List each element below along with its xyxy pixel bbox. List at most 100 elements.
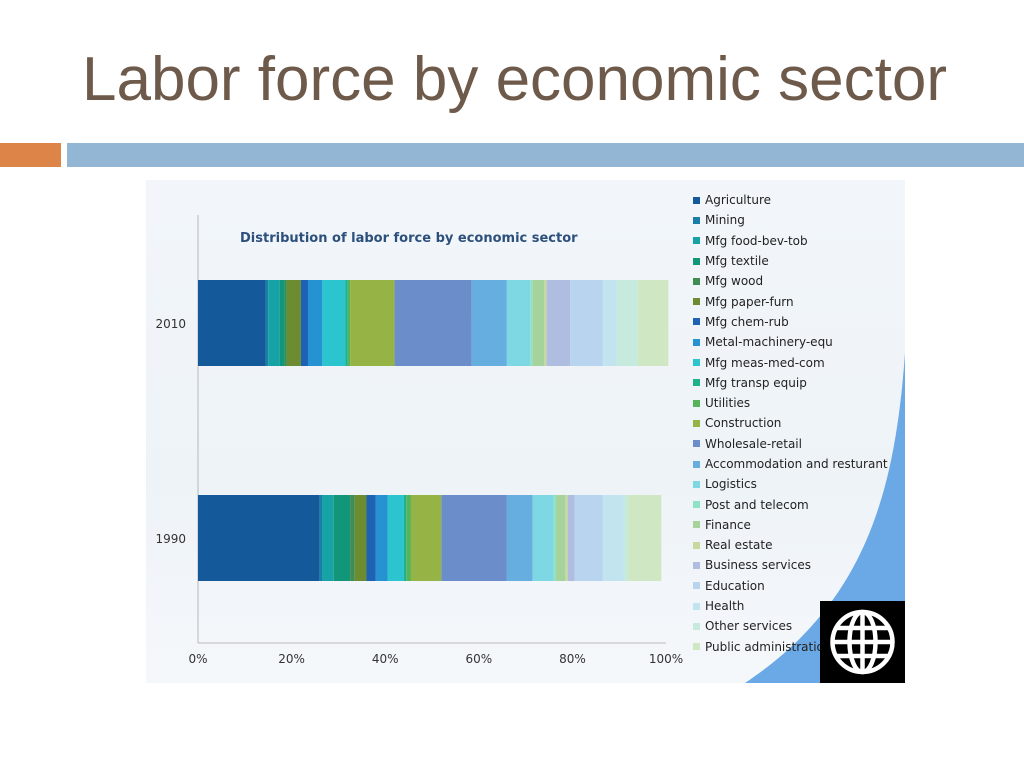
bar-segment: [387, 495, 404, 581]
bar-segment: [602, 280, 617, 366]
bar-segment: [265, 280, 269, 366]
bar-segment: [544, 280, 547, 366]
legend-label: Mfg textile: [705, 254, 769, 269]
bar-segment: [532, 280, 545, 366]
legend-label: Metal-machinery-equ: [705, 335, 833, 350]
bar-segment: [410, 495, 442, 581]
bar-segment: [284, 280, 287, 366]
x-tick-label: 80%: [559, 652, 586, 666]
bar-segment: [546, 280, 571, 366]
y-category-label: 1990: [155, 532, 186, 546]
legend-swatch: [693, 602, 700, 610]
globe-icon: [830, 609, 895, 675]
legend-label: Utilities: [705, 396, 751, 411]
accent-bar-blue: [67, 143, 1024, 167]
legend-swatch: [693, 277, 700, 285]
legend-item: Utilities: [693, 393, 888, 413]
legend-label: Other services: [705, 619, 793, 634]
bar-segment: [530, 280, 533, 366]
bar-segment: [403, 495, 407, 581]
legend-item: Post and telecom: [693, 494, 888, 514]
bar-segment: [279, 280, 285, 366]
legend-swatch: [693, 582, 700, 590]
accent-bar-orange: [0, 143, 61, 167]
bar-segment: [394, 280, 472, 366]
legend-label: Finance: [705, 517, 751, 532]
legend-swatch: [693, 257, 700, 265]
bar-segment: [354, 495, 367, 581]
legend-item: Mfg textile: [693, 251, 888, 271]
bar-segment: [319, 495, 323, 581]
bar-segment: [574, 495, 603, 581]
bar-segment: [347, 280, 351, 366]
bar-segment: [565, 495, 568, 581]
bar-segment: [333, 495, 351, 581]
bar-segment: [637, 280, 669, 366]
legend-item: Finance: [693, 515, 888, 535]
legend-label: Wholesale-retail: [705, 436, 802, 451]
bar-segment: [350, 495, 355, 581]
legend-swatch: [693, 338, 700, 346]
chart-figure: Distribution of labor force by economic …: [146, 180, 905, 683]
bar-segment: [532, 495, 554, 581]
bar-segment: [322, 280, 346, 366]
x-tick-label: 100%: [649, 652, 683, 666]
slide-title: Labor force by economic sector: [82, 45, 947, 114]
legend-swatch: [693, 419, 700, 427]
legend-label: Real estate: [705, 538, 773, 553]
legend-item: Mfg wood: [693, 271, 888, 291]
legend-item: Mfg meas-med-com: [693, 352, 888, 372]
legend-label: Mfg meas-med-com: [705, 355, 825, 370]
legend-swatch: [693, 643, 700, 651]
bar-segment: [628, 495, 662, 581]
bar-segment: [300, 280, 308, 366]
legend-swatch: [693, 460, 700, 468]
legend-swatch: [693, 561, 700, 569]
legend-label: Agriculture: [705, 193, 771, 208]
legend-swatch: [693, 379, 700, 387]
legend-swatch: [693, 216, 700, 224]
legend-item: Mfg paper-furn: [693, 291, 888, 311]
bar-segment: [506, 280, 531, 366]
legend-item: Education: [693, 576, 888, 596]
background-swoosh: [745, 353, 905, 683]
x-tick-label: 20%: [278, 652, 305, 666]
world-bank-logo: [820, 601, 905, 683]
chart-title: Distribution of labor force by economic …: [240, 231, 578, 246]
legend-item: Accommodation and resturant: [693, 454, 888, 474]
bar-segment: [345, 280, 348, 366]
legend-swatch: [693, 521, 700, 529]
legend-label: Mfg paper-furn: [705, 294, 794, 309]
chart-legend: Agriculture Mining Mfg food-bev-tob Mfg tex…: [693, 190, 888, 657]
legend-label: Accommodation and resturant: [705, 457, 888, 471]
legend-item: Metal-machinery-equ: [693, 332, 888, 352]
legend-swatch: [693, 622, 700, 630]
legend-item: Mining: [693, 210, 888, 230]
legend-item: Mfg chem-rub: [693, 312, 888, 332]
bar-segment: [602, 495, 624, 581]
legend-label: Post and telecom: [705, 497, 809, 512]
legend-swatch: [693, 541, 700, 549]
bar-segment: [322, 495, 334, 581]
bar-segment: [441, 495, 507, 581]
legend-swatch: [693, 359, 700, 367]
legend-swatch: [693, 298, 700, 306]
legend-swatch: [693, 196, 700, 204]
x-tick-label: 0%: [188, 652, 207, 666]
bar-segment: [375, 495, 388, 581]
legend-item: Mfg transp equip: [693, 373, 888, 393]
bar-segment: [556, 495, 566, 581]
legend-label: Construction: [705, 416, 782, 431]
bar-segment: [366, 495, 376, 581]
legend-label: Mfg wood: [705, 274, 764, 289]
bar-segment: [553, 495, 557, 581]
legend-item: Public administration: [693, 637, 888, 657]
legend-item: Business services: [693, 555, 888, 575]
legend-item: Wholesale-retail: [693, 434, 888, 454]
x-tick-label: 60%: [465, 652, 492, 666]
legend-item: Mfg food-bev-tob: [693, 231, 888, 251]
bar-segment: [406, 495, 411, 581]
legend-label: Logistics: [705, 477, 757, 492]
legend-swatch: [693, 399, 700, 407]
bar-segment: [286, 280, 301, 366]
